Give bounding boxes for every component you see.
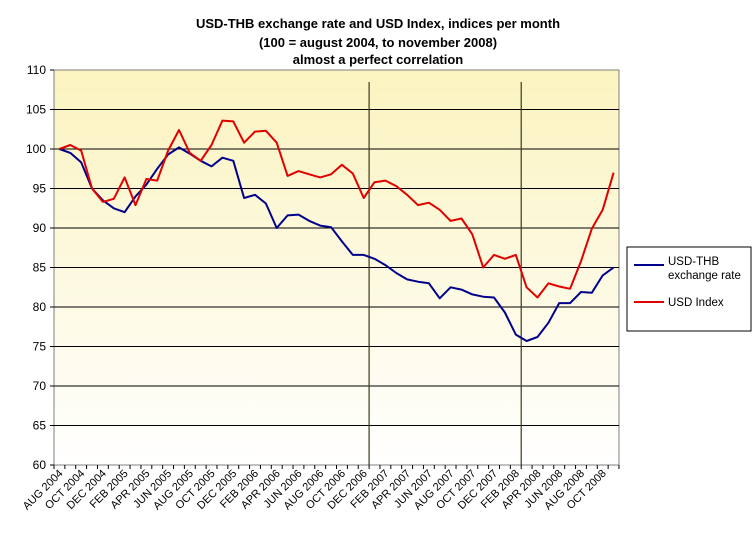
y-tick-label: 80 [33,300,47,314]
y-tick-label: 105 [26,103,46,117]
y-tick-label: 70 [33,379,47,393]
chart-title: USD-THB exchange rate and USD Index, ind… [196,16,560,67]
legend-label-usd-thb-line-2: exchange rate [668,270,741,282]
y-tick-label: 95 [33,182,47,196]
y-tick-label: 100 [26,142,46,156]
y-axis-ticks: 60 65 70 75 80 85 90 95 100 105 110 [26,63,54,472]
chart-title-line-2: (100 = august 2004, to november 2008) [259,35,497,50]
legend-box [626,246,752,332]
legend-label-usd-index: USD Index [668,297,724,309]
y-tick-label: 90 [33,221,47,235]
series-lines [59,119,615,342]
legend: USD-THB exchange rate USD Index [626,246,752,332]
y-tick-label: 60 [33,458,47,472]
gridlines [54,109,619,426]
series-line-usd-thb [59,146,615,342]
chart-title-line-1: USD-THB exchange rate and USD Index, ind… [196,16,560,31]
y-tick-label: 65 [33,419,47,433]
chart-title-line-3: almost a perfect correlation [293,52,464,67]
y-tick-label: 75 [33,340,47,354]
y-tick-label: 85 [33,261,47,275]
series-line-usd-index [59,119,615,299]
legend-label-usd-thb-line-1: USD-THB [668,256,719,268]
y-tick-label: 110 [27,63,46,77]
